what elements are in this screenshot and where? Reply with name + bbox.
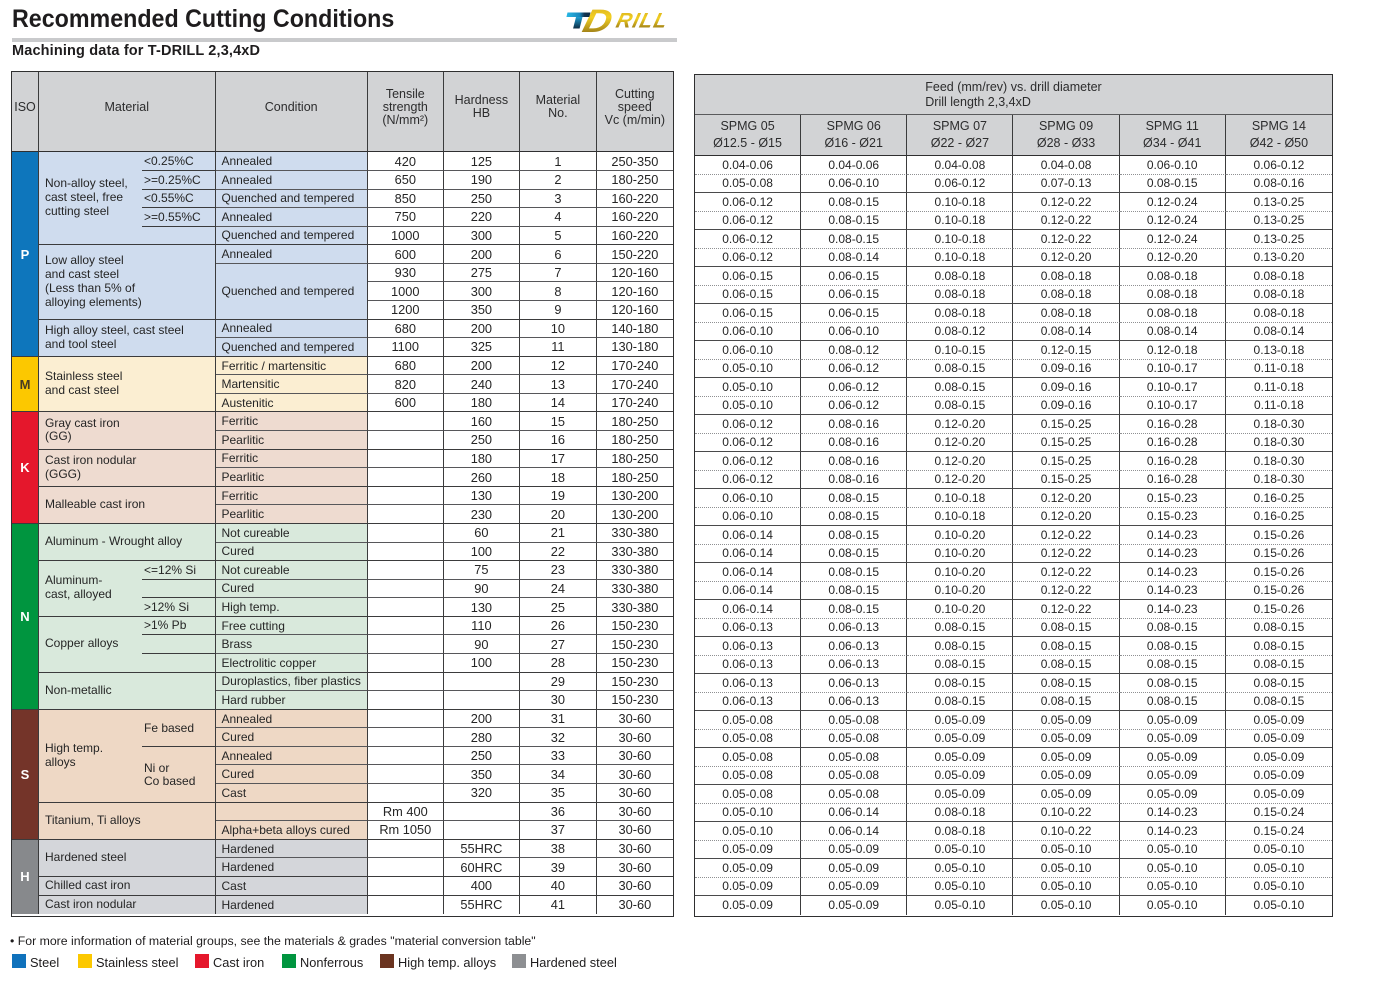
svg-text:RILL: RILL <box>614 9 671 33</box>
svg-text:D: D <box>579 2 616 39</box>
